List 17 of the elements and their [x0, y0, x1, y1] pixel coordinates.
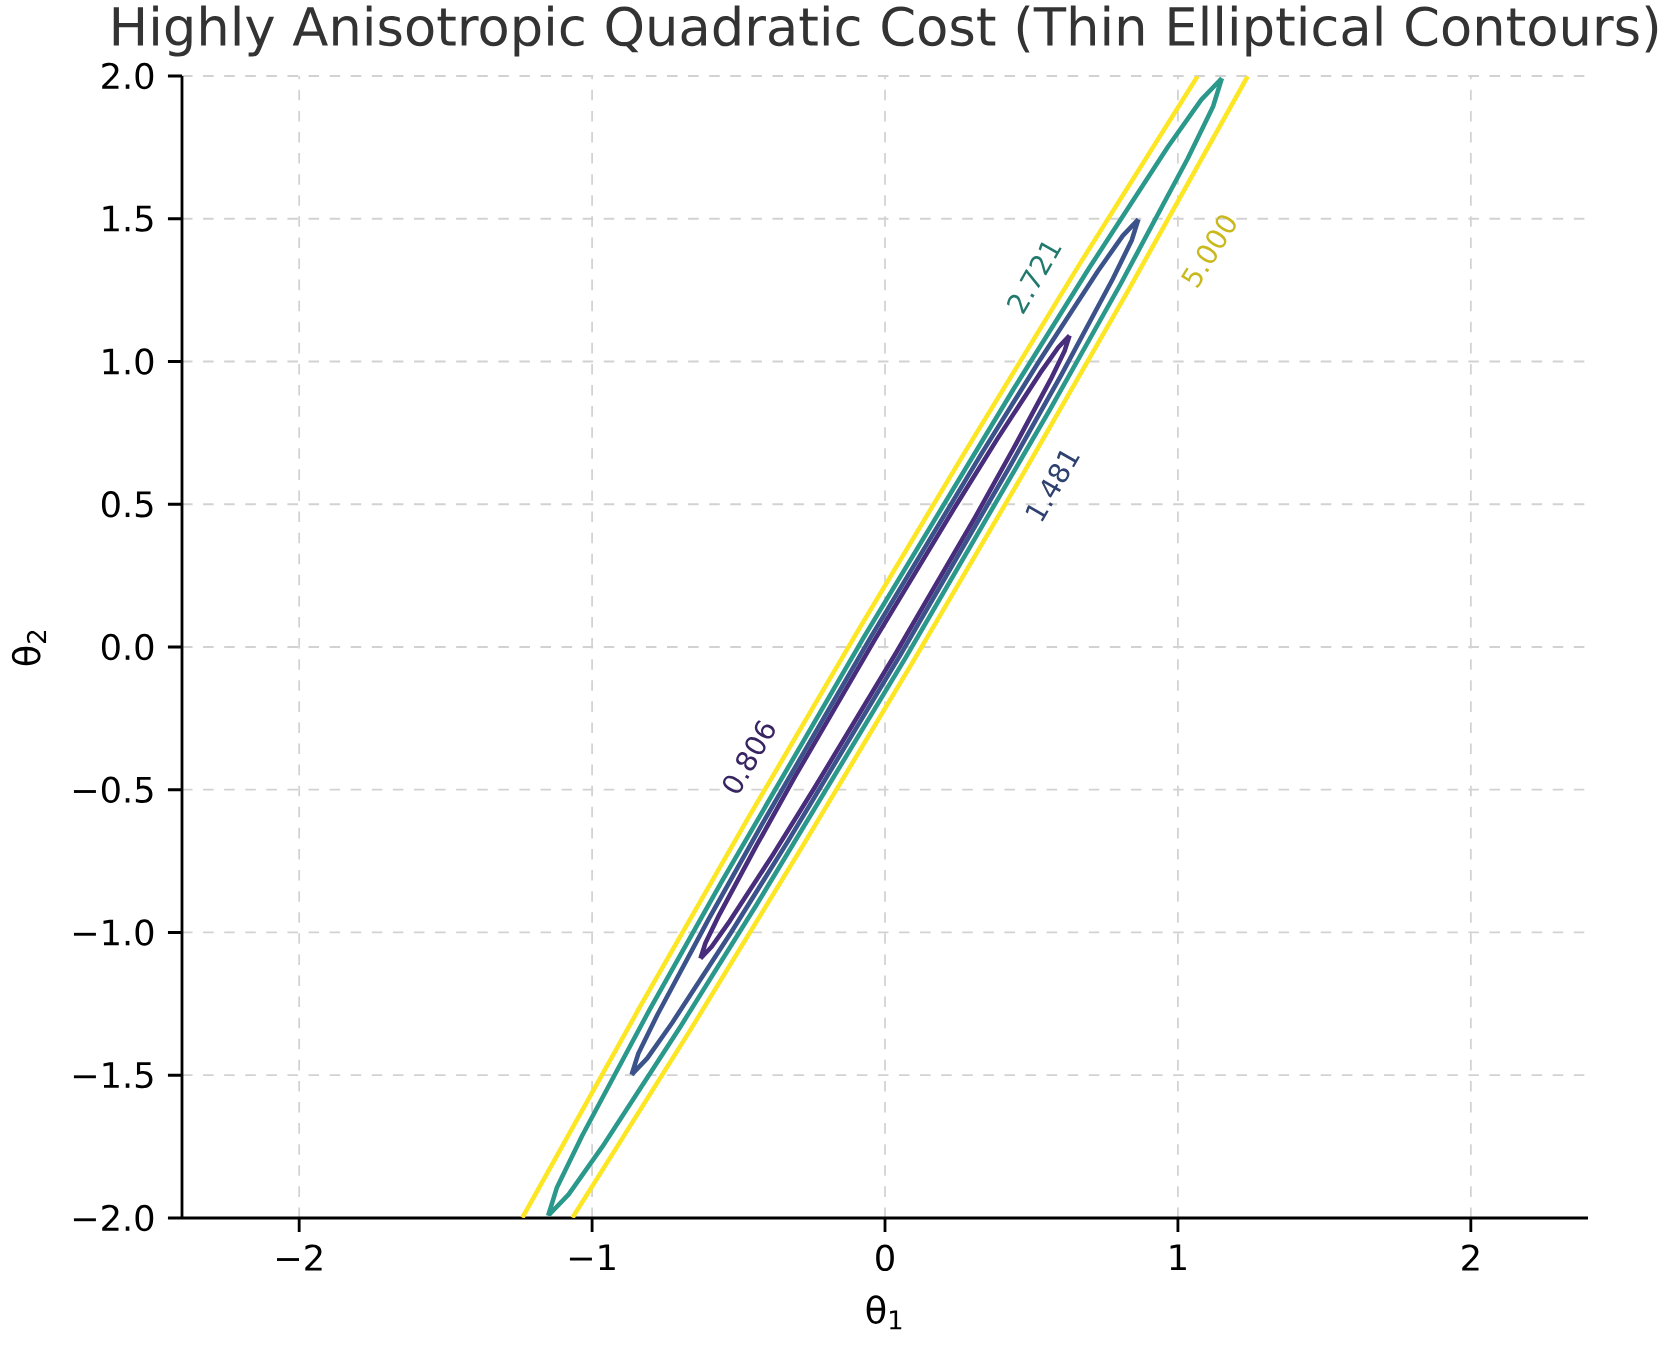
- y-tick-label: −0.5: [73, 776, 153, 804]
- y-tick-label: −1.5: [73, 1062, 153, 1089]
- x-tick-label: 1: [1170, 1244, 1186, 1271]
- chart-title: Highly Anisotropic Quadratic Cost (Thin Elliptical Contours): [113, 5, 1658, 57]
- x-tick-label: −2: [277, 1244, 322, 1271]
- y-tick-label: 0.0: [101, 633, 154, 661]
- x-tick-label: 2: [1462, 1244, 1479, 1271]
- y-tick-label: −2.0: [73, 1204, 154, 1232]
- x-axis-title: θ$_{1}$: [866, 1295, 902, 1330]
- y-tick-label: 1.5: [103, 205, 153, 232]
- y-tick-label: 1.0: [103, 348, 154, 375]
- y-axis-title: θ$_{2}$: [11, 630, 47, 666]
- x-tick-label: −1: [569, 1244, 615, 1271]
- y-tick-label: −1.0: [73, 919, 154, 946]
- y-tick-label: 2.0: [102, 62, 154, 90]
- y-tick-label: 0.5: [101, 490, 153, 518]
- x-tick-label: 0: [876, 1244, 894, 1272]
